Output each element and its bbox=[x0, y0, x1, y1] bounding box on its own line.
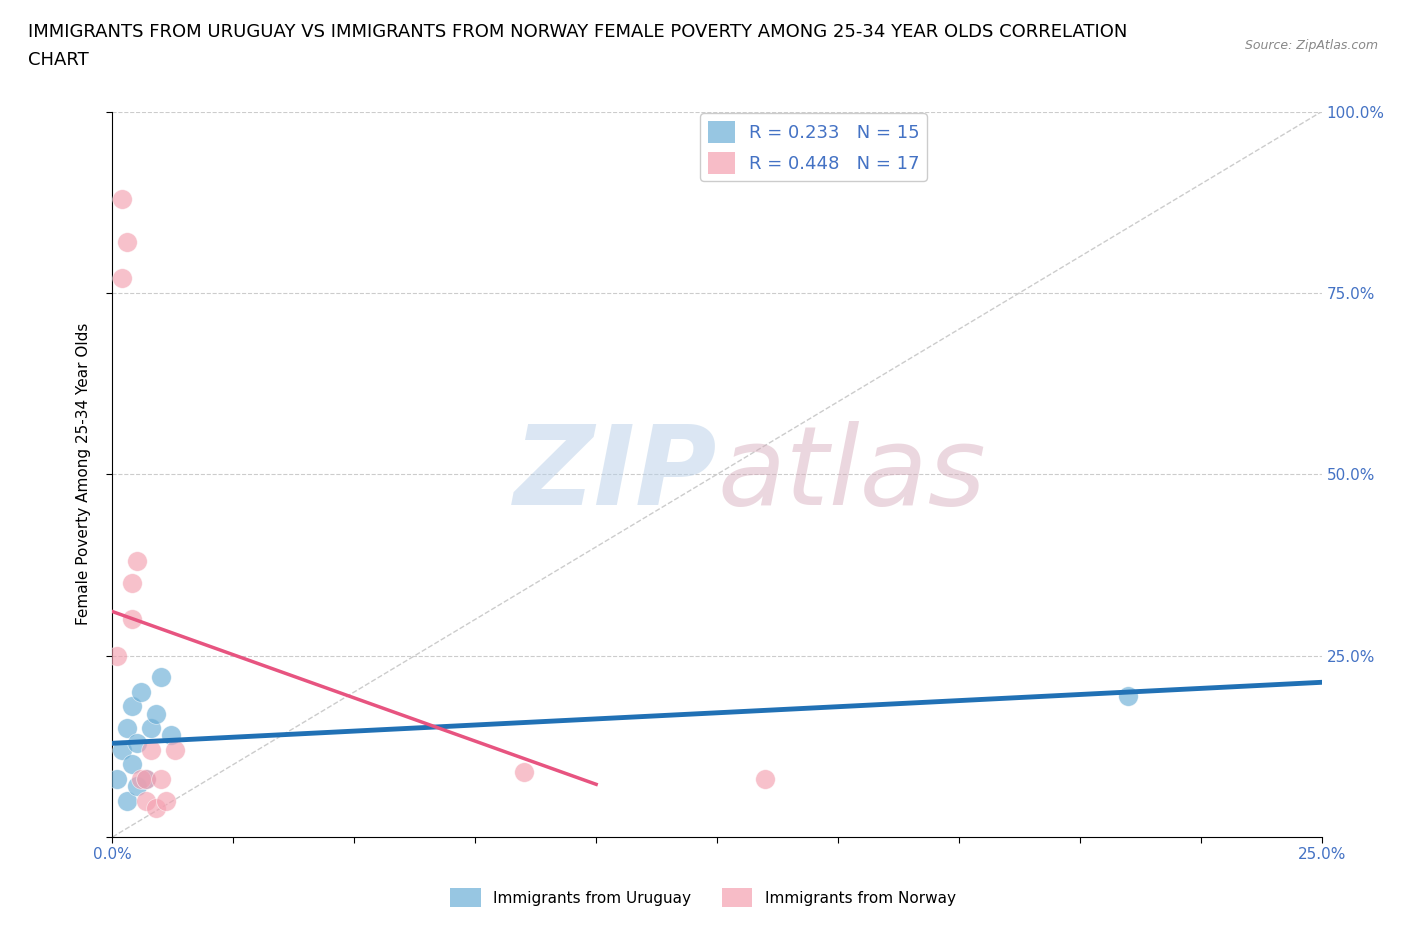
Point bbox=[121, 757, 143, 772]
Point bbox=[111, 742, 134, 757]
Text: IMMIGRANTS FROM URUGUAY VS IMMIGRANTS FROM NORWAY FEMALE POVERTY AMONG 25-34 YEA: IMMIGRANTS FROM URUGUAY VS IMMIGRANTS FR… bbox=[28, 23, 1128, 41]
Point bbox=[1116, 688, 1139, 703]
Point bbox=[512, 764, 534, 779]
Point bbox=[145, 801, 167, 816]
Point bbox=[141, 721, 163, 736]
Legend: R = 0.233   N = 15, R = 0.448   N = 17: R = 0.233 N = 15, R = 0.448 N = 17 bbox=[700, 113, 927, 181]
Point bbox=[149, 772, 172, 787]
Point bbox=[149, 670, 172, 684]
Point bbox=[115, 721, 138, 736]
Legend: Immigrants from Uruguay, Immigrants from Norway: Immigrants from Uruguay, Immigrants from… bbox=[444, 883, 962, 913]
Point bbox=[115, 234, 138, 249]
Point bbox=[131, 772, 153, 787]
Point bbox=[165, 742, 187, 757]
Text: Source: ZipAtlas.com: Source: ZipAtlas.com bbox=[1244, 39, 1378, 52]
Text: CHART: CHART bbox=[28, 51, 89, 69]
Point bbox=[135, 793, 157, 808]
Point bbox=[121, 576, 143, 591]
Point bbox=[111, 192, 134, 206]
Point bbox=[115, 793, 138, 808]
Point bbox=[155, 793, 177, 808]
Point bbox=[125, 778, 148, 793]
Point bbox=[105, 772, 128, 787]
Point bbox=[135, 772, 157, 787]
Point bbox=[121, 699, 143, 714]
Point bbox=[131, 684, 153, 699]
Point bbox=[121, 612, 143, 627]
Point bbox=[125, 736, 148, 751]
Point bbox=[125, 554, 148, 569]
Point bbox=[111, 271, 134, 286]
Text: ZIP: ZIP bbox=[513, 420, 717, 528]
Point bbox=[159, 728, 181, 743]
Point bbox=[135, 772, 157, 787]
Point bbox=[754, 772, 776, 787]
Y-axis label: Female Poverty Among 25-34 Year Olds: Female Poverty Among 25-34 Year Olds bbox=[76, 323, 91, 626]
Point bbox=[145, 706, 167, 721]
Point bbox=[141, 742, 163, 757]
Text: atlas: atlas bbox=[717, 420, 986, 528]
Point bbox=[105, 648, 128, 663]
